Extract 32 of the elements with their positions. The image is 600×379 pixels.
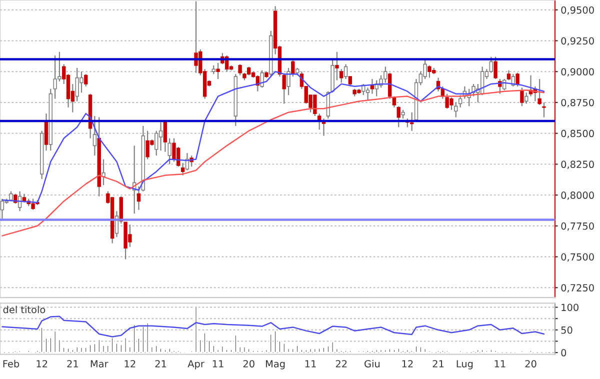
x-tick-label: 11 xyxy=(212,360,224,368)
x-tick-label: Lug xyxy=(456,360,473,370)
x-tick-label: Mar xyxy=(90,360,108,368)
x-tick-label: 21 xyxy=(432,360,444,368)
y-tick-label: 0,8000 xyxy=(561,192,594,200)
y-tick-label: 0,7250 xyxy=(561,284,594,292)
x-tick-label: 12 xyxy=(36,360,48,368)
x-tick-label: Feb xyxy=(3,360,20,368)
x-tick-label: 12 xyxy=(124,360,136,368)
y-tick-label: 0,9500 xyxy=(561,6,594,15)
y-tick-label: 0,9250 xyxy=(561,37,594,46)
x-tick-label: 11 xyxy=(305,360,316,368)
x-tick-label: 20 xyxy=(525,360,536,368)
x-tick-label: 21 xyxy=(67,360,78,368)
x-tick-label: 12 xyxy=(402,360,413,368)
x-tick-label: Apr xyxy=(188,360,204,370)
x-tick-label: 21 xyxy=(155,360,166,368)
y-tick-label: 0,8500 xyxy=(561,130,594,138)
x-tick-label: 20 xyxy=(243,360,254,368)
y-tick-label: 0,9000 xyxy=(561,68,594,76)
y-tick-label: 0,7500 xyxy=(561,253,594,262)
chart-title: del titolo xyxy=(3,306,46,314)
y-tick-label: 0,7750 xyxy=(561,222,594,231)
y-tick-label: 100 xyxy=(562,304,578,312)
x-tick-label: Mag xyxy=(266,360,285,370)
x-tick-label: 22 xyxy=(336,360,347,368)
x-tick-label: Giu xyxy=(364,360,380,368)
y-tick-label: 0,8250 xyxy=(561,160,594,170)
x-tick-label: 11 xyxy=(494,360,506,368)
y-tick-label: 50 xyxy=(561,326,572,334)
y-tick-label: 0 xyxy=(561,349,566,356)
y-tick-label: 0,8750 xyxy=(561,98,594,108)
